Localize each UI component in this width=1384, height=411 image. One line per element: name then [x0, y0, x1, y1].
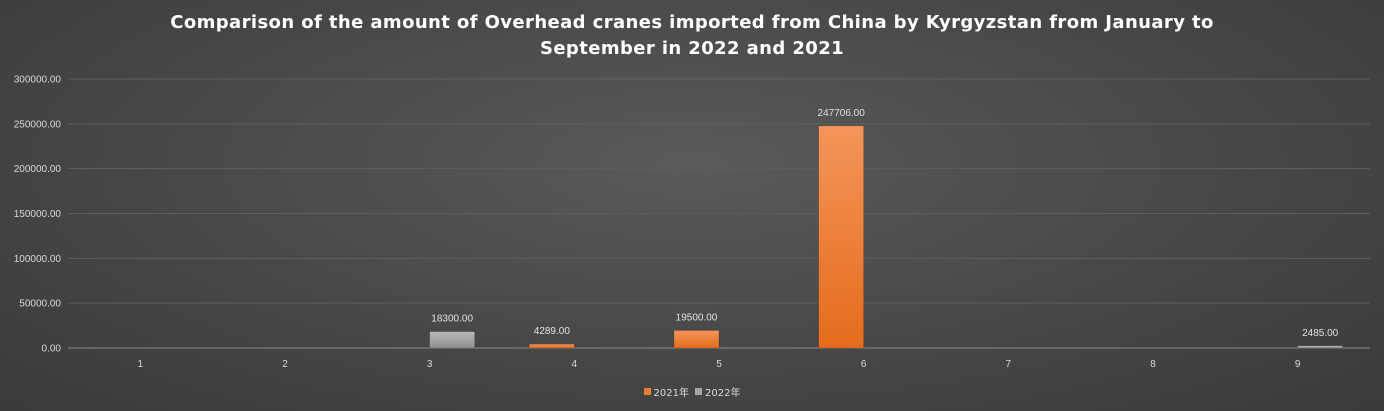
chart-title-line-1: Comparison of the amount of Overhead cra… [170, 12, 1214, 33]
data-label: 19500.00 [676, 313, 718, 324]
legend-swatch-2022 [695, 388, 702, 395]
x-tick-label: 6 [861, 359, 867, 370]
bar-2021年-4 [529, 343, 575, 349]
x-tick-label: 8 [1150, 359, 1156, 370]
y-tick-label: 200000.00 [14, 164, 62, 175]
bar-2022年-9 [1297, 345, 1343, 349]
y-tick-label: 0.00 [42, 344, 62, 355]
x-tick-label: 9 [1295, 359, 1301, 370]
y-tick-label: 100000.00 [14, 254, 62, 265]
bar-2022年-3 [429, 331, 475, 349]
x-tick-label: 7 [1006, 359, 1012, 370]
legend-label-2021: 2021年 [653, 388, 689, 399]
legend-label-2022: 2022年 [705, 388, 741, 399]
legend-item-2022: 2022年 [695, 384, 740, 399]
x-tick-label: 3 [427, 359, 433, 370]
data-label: 4289.00 [534, 326, 571, 337]
legend: 2021年 2022年 [0, 384, 1384, 399]
chart-title-line-2: September in 2022 and 2021 [539, 38, 845, 59]
x-tick-label: 5 [716, 359, 722, 370]
x-tick-label: 1 [138, 359, 144, 370]
bar-2021年-5 [673, 330, 720, 349]
chart-title: Comparison of the amount of Overhead cra… [0, 10, 1384, 62]
legend-swatch-2021 [643, 388, 651, 395]
data-label: 247706.00 [818, 108, 866, 119]
bar-2021年-6 [818, 125, 864, 349]
legend-item-2021: 2021年 [643, 384, 689, 399]
y-tick-label: 250000.00 [14, 119, 62, 130]
x-tick-label: 2 [282, 359, 288, 370]
y-tick-label: 50000.00 [19, 299, 61, 310]
y-tick-label: 300000.00 [14, 75, 62, 86]
x-tick-label: 4 [572, 359, 578, 370]
data-label: 18300.00 [431, 314, 473, 325]
y-tick-label: 150000.00 [14, 209, 62, 220]
data-label: 2485.00 [1302, 328, 1339, 339]
